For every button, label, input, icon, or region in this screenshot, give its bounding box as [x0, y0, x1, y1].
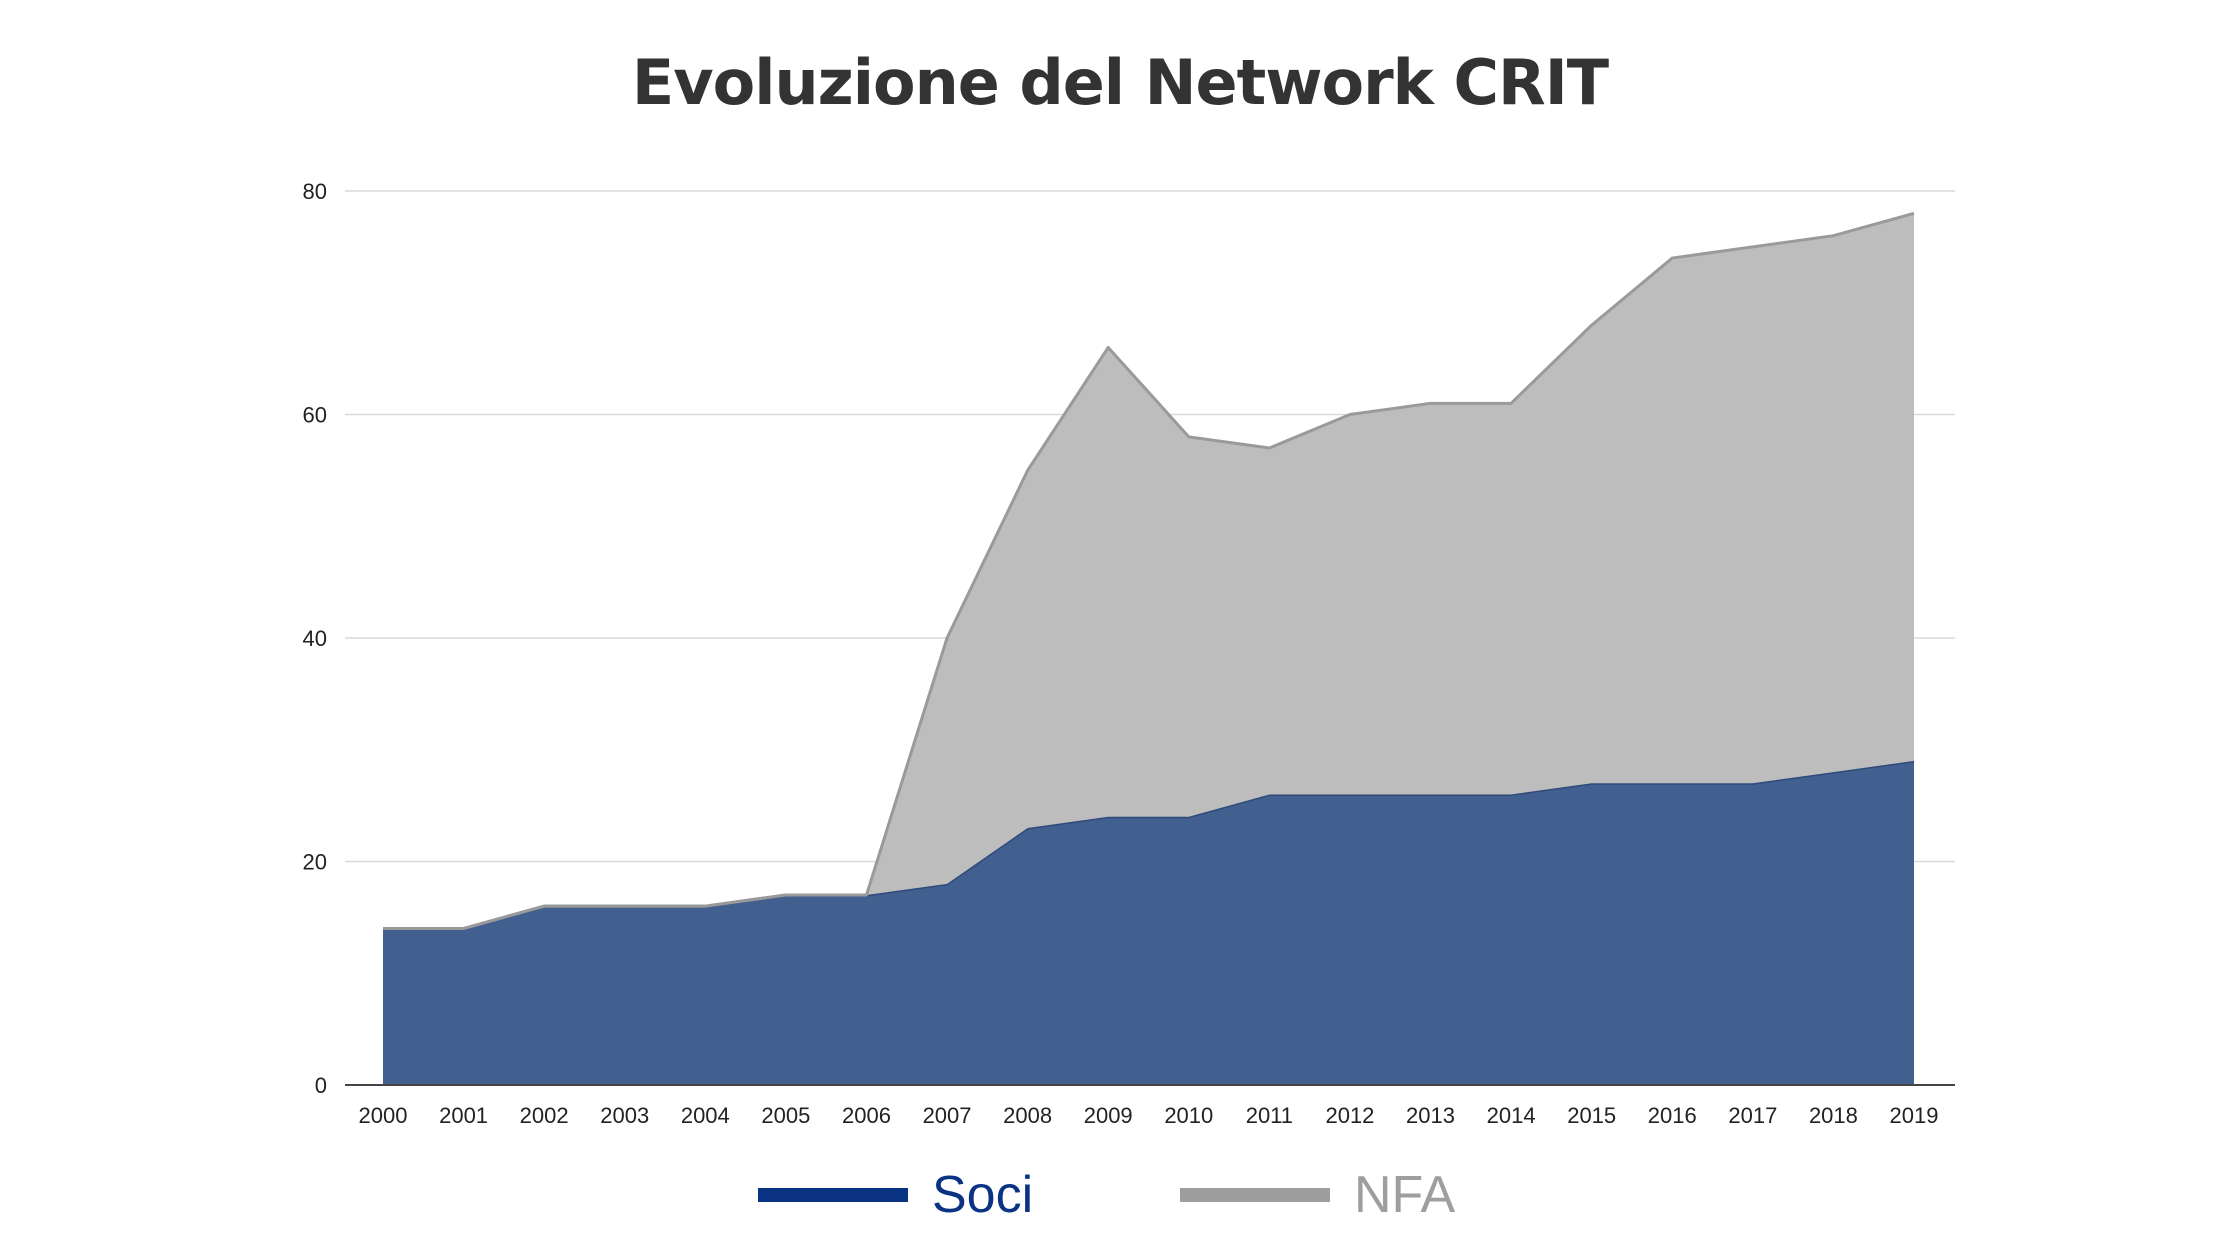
x-tick-2002: 2002: [520, 1103, 569, 1128]
legend-label-nfa: NFA: [1354, 1166, 1456, 1224]
x-tick-2017: 2017: [1728, 1103, 1777, 1128]
x-tick-2018: 2018: [1809, 1103, 1858, 1128]
legend-item-nfa: NFA: [1180, 1160, 1455, 1230]
area-series-layer: [383, 211, 1915, 1085]
x-tick-2019: 2019: [1890, 1103, 1939, 1128]
area-soci: [383, 760, 1914, 1085]
x-tick-2005: 2005: [761, 1103, 810, 1128]
x-tick-2006: 2006: [842, 1103, 891, 1128]
line-nfa: [383, 211, 1915, 931]
legend-label-soci: Soci: [932, 1166, 1034, 1224]
x-tick-2008: 2008: [1003, 1103, 1052, 1128]
x-tick-2010: 2010: [1164, 1103, 1213, 1128]
y-tick-0: 0: [315, 1073, 327, 1098]
y-tick-labels: 0 20 40 60 80: [303, 179, 327, 1098]
y-tick-40: 40: [303, 626, 327, 651]
x-tick-2003: 2003: [600, 1103, 649, 1128]
x-tick-2001: 2001: [439, 1103, 488, 1128]
x-tick-2016: 2016: [1648, 1103, 1697, 1128]
area-nfa: [383, 213, 1914, 929]
legend-swatch-nfa: [1180, 1188, 1330, 1202]
x-tick-2000: 2000: [359, 1103, 408, 1128]
x-tick-2015: 2015: [1567, 1103, 1616, 1128]
y-tick-60: 60: [303, 403, 327, 428]
y-tick-80: 80: [303, 179, 327, 204]
x-tick-2014: 2014: [1487, 1103, 1536, 1128]
x-tick-2007: 2007: [923, 1103, 972, 1128]
legend-swatch-soci: [758, 1188, 908, 1202]
x-tick-2004: 2004: [681, 1103, 730, 1128]
x-tick-labels: 2000 2001 2002 2003 2004 2005 2006 2007 2008 2009…: [359, 1103, 1939, 1128]
x-tick-2012: 2012: [1325, 1103, 1374, 1128]
chart-title: Evoluzione del Network CRIT: [631, 46, 1609, 119]
y-tick-20: 20: [303, 850, 327, 875]
x-tick-2009: 2009: [1084, 1103, 1133, 1128]
x-tick-2013: 2013: [1406, 1103, 1455, 1128]
legend-item-soci: Soci: [758, 1160, 1033, 1230]
x-tick-2011: 2011: [1246, 1103, 1293, 1128]
